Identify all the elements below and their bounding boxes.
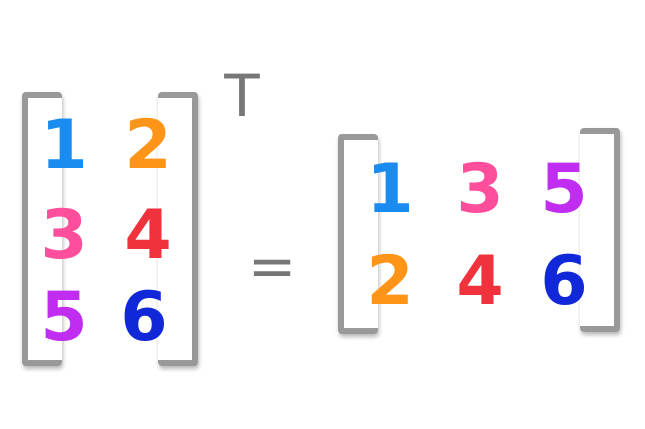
matrix-a-left-bracket (22, 92, 62, 366)
matrix-b-entry-r2c3: 6 (540, 242, 588, 321)
matrix-a-entry-r1c2: 2 (124, 106, 172, 185)
matrix-a-entry-r1c1: 1 (40, 106, 88, 185)
matrix-a-right-bracket (158, 92, 198, 366)
matrix-b-entry-r1c3: 5 (540, 150, 588, 229)
matrix-a-entry-r3c1: 5 (40, 278, 88, 357)
matrix-b-right-bracket (580, 128, 620, 332)
matrix-b-entry-r1c1: 1 (366, 150, 414, 229)
matrix-a-entry-r2c2: 4 (124, 196, 172, 275)
matrix-b-entry-r1c2: 3 (456, 150, 504, 229)
equals-sign: = (247, 232, 297, 300)
matrix-a-entry-r3c2: 6 (120, 278, 168, 357)
matrix-a-entry-r2c1: 3 (40, 196, 88, 275)
matrix-b-left-bracket (338, 134, 378, 334)
matrix-b-entry-r2c2: 4 (456, 242, 504, 321)
transpose-symbol: T (224, 62, 260, 130)
matrix-b-entry-r2c1: 2 (366, 242, 414, 321)
